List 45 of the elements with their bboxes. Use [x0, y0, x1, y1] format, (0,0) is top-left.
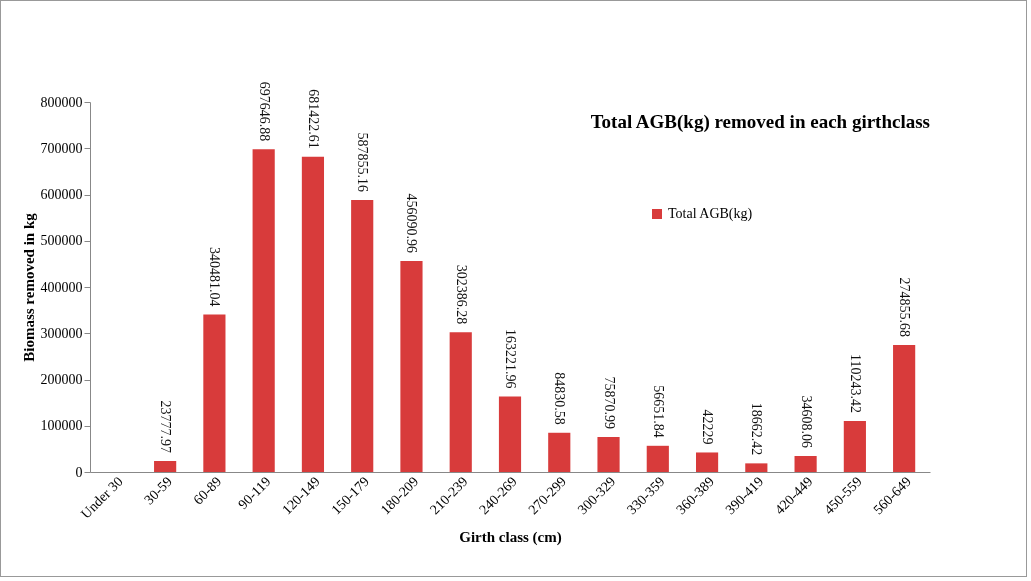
data-label: 18662.42 [749, 402, 765, 456]
y-tick-label: 800000 [40, 94, 83, 110]
data-label: 456090.96 [404, 193, 420, 254]
bar [548, 432, 571, 472]
data-label: 697646.88 [256, 81, 272, 142]
bar [498, 396, 522, 472]
data-label: 340481.04 [207, 247, 223, 307]
data-label: 587855.16 [355, 132, 371, 193]
y-tick-label: 0 [75, 464, 83, 480]
y-tick-label: 100000 [40, 418, 83, 434]
bar [154, 461, 177, 472]
data-label: 302386.28 [453, 264, 469, 325]
data-label: 42229 [700, 409, 716, 445]
bar [400, 261, 423, 472]
data-label: 23777.97 [158, 400, 174, 453]
data-label: 56651.84 [650, 385, 666, 438]
bar [843, 421, 866, 472]
data-label: 75870.99 [601, 376, 617, 429]
bar [794, 455, 817, 472]
bar [252, 149, 275, 472]
bar [351, 200, 374, 472]
y-tick-label: 700000 [40, 140, 83, 156]
data-label: 34608.06 [798, 395, 814, 448]
data-label: 274855.68 [897, 277, 913, 337]
y-tick-label: 200000 [40, 372, 83, 387]
bar [893, 344, 916, 472]
bar [745, 463, 768, 472]
bar [597, 436, 620, 472]
bar [695, 452, 719, 472]
bar [449, 332, 472, 472]
data-label: 163221.96 [503, 329, 518, 389]
chart-title: Total AGB(kg) removed in each girthclass [590, 110, 930, 133]
y-tick-label: 300000 [40, 325, 83, 341]
bar [301, 156, 325, 472]
data-label: 110243.42 [847, 354, 863, 414]
y-tick-label: 500000 [40, 233, 83, 249]
y-tick-label: 400000 [40, 279, 83, 295]
data-label: 84830.58 [552, 372, 568, 425]
y-tick-label: 600000 [40, 187, 83, 202]
data-label: 681422.61 [305, 89, 321, 149]
bar [203, 314, 226, 472]
legend-label: Total AGB(kg) [668, 206, 753, 222]
y-axis-title: Biomass removed in kg [20, 212, 37, 362]
bar [646, 445, 669, 472]
x-axis-title: Girth class (cm) [459, 528, 562, 546]
